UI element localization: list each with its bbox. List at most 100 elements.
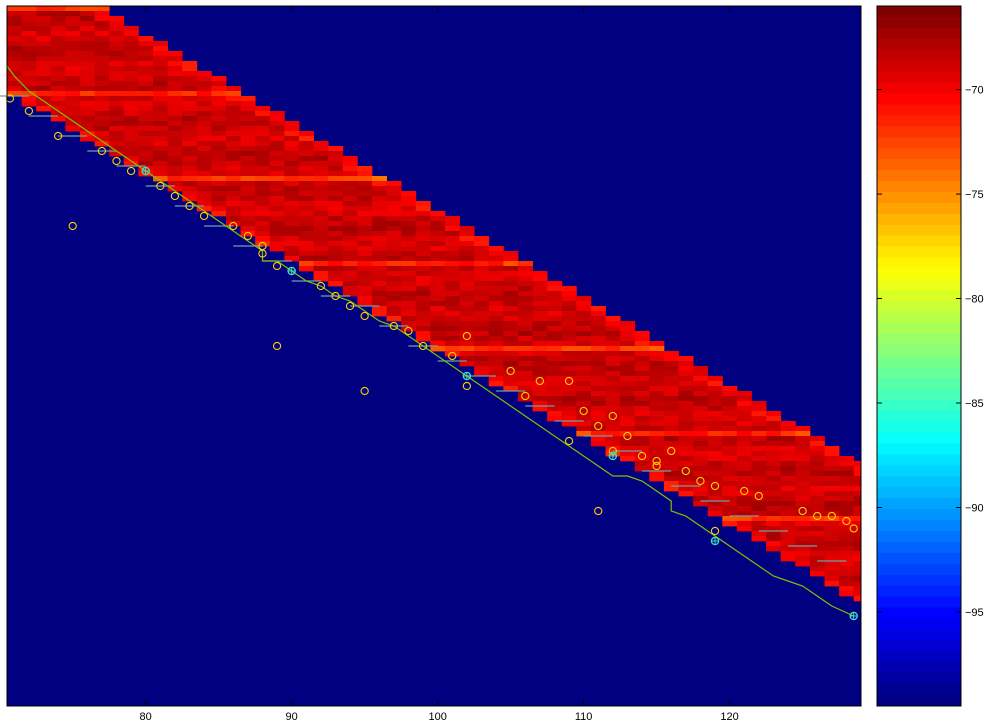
heatmap-cell (415, 291, 431, 297)
heatmap-cell (94, 41, 110, 47)
heatmap-cell (196, 206, 212, 212)
heatmap-cell (109, 141, 125, 147)
heatmap-cell (386, 281, 402, 287)
heatmap-cell (444, 271, 460, 277)
heatmap-cell (722, 471, 738, 477)
heatmap-cell (65, 96, 81, 102)
heatmap-cell (561, 361, 577, 367)
heatmap-cell (809, 471, 825, 477)
heatmap-cell (853, 556, 862, 562)
heatmap-cell (736, 426, 752, 432)
heatmap-cell (459, 341, 475, 347)
heatmap-cell (503, 361, 519, 367)
heatmap-cell (678, 476, 694, 482)
heatmap-cell (225, 161, 241, 167)
heatmap-cell (824, 496, 840, 502)
observation-circle (827, 511, 836, 521)
heatmap-cell (839, 481, 855, 487)
heatmap-cell (824, 486, 840, 492)
heatmap-cell (430, 246, 446, 252)
heatmap-cell (795, 471, 811, 477)
observation-circle (696, 476, 705, 486)
heatmap-cell (795, 521, 811, 527)
heatmap-cell (342, 231, 358, 237)
heatmap-cell (65, 111, 81, 117)
observation-circle (360, 311, 369, 321)
heatmap-cell (576, 346, 592, 352)
heatmap-cell (182, 61, 198, 67)
heatmap-cell (707, 406, 723, 412)
heatmap-cell (342, 261, 358, 267)
heatmap-cell (488, 351, 504, 357)
axes-frame (6, 5, 862, 707)
heatmap-cell (780, 526, 796, 532)
heatmap-cell (532, 291, 548, 297)
heatmap-cell (809, 526, 825, 532)
heatmap-cell (678, 431, 694, 437)
heatmap-cell (123, 96, 139, 102)
observation-circle (710, 481, 720, 491)
heatmap-cell (503, 326, 519, 332)
heatmap-cell (503, 306, 519, 312)
heatmap-cell (722, 516, 738, 522)
heatmap-cell (255, 181, 271, 187)
heatmap-cell (328, 186, 344, 192)
heatmap-cell (211, 116, 227, 122)
heatmap-cell (605, 431, 621, 437)
heatmap-cell (298, 156, 314, 162)
heatmap-cell (269, 231, 285, 237)
heatmap-cell (123, 91, 139, 97)
heatmap-cell (620, 441, 636, 447)
heatmap-cell (780, 556, 796, 562)
heatmap-cell (561, 291, 577, 297)
heatmap-cell (736, 486, 752, 492)
heatmap-cell (620, 401, 636, 407)
heatmap-cell (780, 486, 796, 492)
heatmap-cell (839, 486, 855, 492)
heatmap-cell (736, 421, 752, 427)
heatmap-cell (79, 91, 95, 97)
heatmap-cell (693, 446, 709, 452)
heatmap-cell (7, 41, 22, 47)
heatmap-cell (576, 316, 592, 322)
heatmap-cell (561, 336, 577, 342)
heatmap-cell (722, 456, 738, 462)
heatmap-cell (620, 361, 636, 367)
heatmap-cell (357, 196, 373, 202)
heatmap-cell (152, 131, 168, 137)
heatmap-cell (269, 246, 285, 252)
heatmap-cell (36, 56, 52, 62)
heatmap-cell (109, 96, 125, 102)
heatmap-cell (809, 486, 825, 492)
heatmap-cell (240, 211, 256, 217)
heatmap-cell (707, 506, 723, 512)
heatmap-cell (766, 436, 782, 442)
heatmap-cell (79, 106, 95, 112)
heatmap-cell (620, 431, 636, 437)
heatmap-cell (766, 411, 782, 417)
heatmap-cell (240, 216, 256, 222)
heatmap-cell (780, 506, 796, 512)
observation-circle (316, 281, 326, 291)
heatmap-cell (109, 126, 125, 132)
heatmap-cell (167, 171, 183, 177)
highlight-marker (462, 371, 472, 381)
heatmap-cell (678, 466, 694, 472)
heatmap-cell (196, 201, 212, 207)
heatmap-cell (65, 56, 81, 62)
heatmap-cell (693, 366, 709, 372)
heatmap-cell (357, 176, 373, 182)
heatmap-cell (678, 441, 694, 447)
heatmap-cell (649, 366, 665, 372)
heatmap-cell (824, 551, 840, 557)
heatmap-cell (401, 246, 417, 252)
heatmap-cell (211, 121, 227, 127)
heatmap-cell (576, 406, 592, 412)
heatmap-cell (152, 101, 168, 107)
heatmap-cell (328, 271, 344, 277)
heatmap-cell (766, 461, 782, 467)
heatmap-cell (371, 256, 387, 262)
heatmap-cell (225, 191, 241, 197)
x-tick-label: 80 (140, 711, 152, 723)
heatmap-cell (444, 251, 460, 257)
